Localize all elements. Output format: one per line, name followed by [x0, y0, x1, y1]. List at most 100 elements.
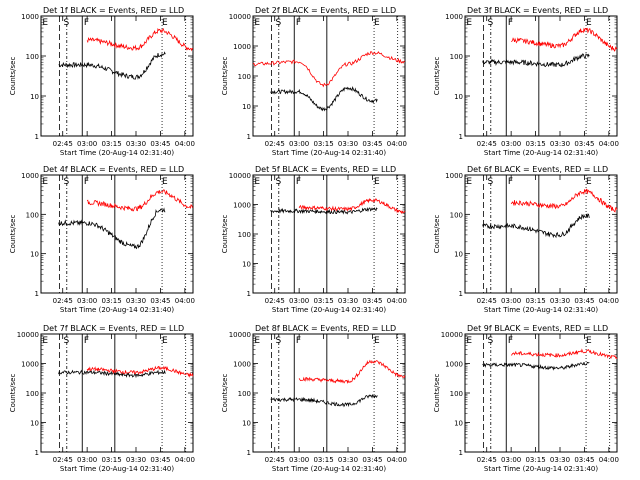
panel-title: Det 1f BLACK = Events, RED = LLD: [43, 6, 184, 15]
y-tick-label: 100: [238, 73, 251, 81]
plot-frame: [252, 15, 406, 137]
marker-label: E: [466, 18, 472, 28]
marker-label: E: [42, 18, 48, 28]
marker-label: S: [488, 18, 494, 28]
marker-label: E: [586, 18, 592, 28]
y-tick-label: 10000: [441, 331, 463, 339]
x-tick-label: 03:45: [362, 456, 382, 464]
x-tick-label: 04:00: [599, 140, 619, 148]
y-tick-label: 1: [35, 290, 39, 298]
x-tick-label: 03:00: [501, 297, 521, 305]
y-tick-label: 10: [242, 103, 251, 111]
marker-label: F: [508, 336, 513, 346]
x-tick-label: 02:45: [477, 140, 497, 148]
y-tick-label: 10000: [229, 13, 251, 21]
x-tick-label: 04:00: [387, 140, 407, 148]
panel-title: Det 7f BLACK = Events, RED = LLD: [43, 324, 184, 333]
y-tick-label: 1000: [233, 202, 251, 210]
chart-panel-1: Det 1f BLACK = Events, RED = LLD 1 10 100 10…: [9, 6, 195, 157]
y-tick-label: 100: [450, 53, 463, 61]
events-series: [270, 207, 378, 215]
x-tick-label: 02:45: [477, 456, 497, 464]
marker-label: E: [254, 336, 260, 346]
y-tick-label: 1: [35, 449, 39, 457]
x-tick-label: 03:30: [338, 297, 358, 305]
events-series: [58, 207, 166, 250]
x-tick-label: 03:00: [77, 297, 97, 305]
marker-label: S: [64, 336, 70, 346]
y-axis-label: Counts/sec: [9, 57, 17, 96]
chart-panel-9: Det 9f BLACK = Events, RED = LLD 1 10 100 10…: [433, 324, 619, 473]
x-tick-label: 03:30: [338, 140, 358, 148]
marker-label: S: [276, 18, 282, 28]
x-tick-label: 03:45: [574, 297, 594, 305]
events-series: [482, 53, 590, 68]
x-tick-label: 03:15: [525, 456, 545, 464]
x-axis-label: Start Time (20-Aug-14 02:31:40): [272, 306, 386, 314]
x-tick-label: 04:00: [599, 456, 619, 464]
x-tick-label: 03:15: [313, 456, 333, 464]
y-axis-label: Counts/sec: [9, 215, 17, 254]
x-tick-label: 03:45: [150, 140, 170, 148]
marker-label: F: [296, 18, 301, 28]
x-tick-label: 02:45: [265, 297, 285, 305]
panel-title: Det 8f BLACK = Events, RED = LLD: [255, 324, 396, 333]
lld-series: [86, 27, 194, 52]
y-tick-label: 10: [30, 93, 39, 101]
x-tick-label: 03:00: [501, 140, 521, 148]
marker-label: F: [84, 336, 89, 346]
y-axis-label: Counts/sec: [433, 215, 441, 254]
y-tick-label: 1000: [445, 172, 463, 180]
marker-label: E: [42, 336, 48, 346]
marker-label: S: [488, 177, 494, 187]
events-series: [270, 85, 378, 112]
marker-label: S: [276, 177, 282, 187]
plot-frame: [464, 174, 618, 294]
y-tick-label: 10000: [17, 331, 39, 339]
x-axis-label: Start Time (20-Aug-14 02:31:40): [60, 306, 174, 314]
x-tick-label: 03:15: [525, 297, 545, 305]
events-series: [482, 213, 590, 239]
x-tick-label: 02:45: [265, 456, 285, 464]
x-axis-label: Start Time (20-Aug-14 02:31:40): [60, 465, 174, 473]
y-axis-label: Counts/sec: [9, 374, 17, 413]
y-tick-label: 1: [459, 290, 463, 298]
marker-label: E: [586, 177, 592, 187]
x-tick-label: 03:45: [150, 456, 170, 464]
lld-series: [511, 27, 618, 52]
plot-frame: [40, 174, 194, 294]
y-axis-label: Counts/sec: [433, 374, 441, 413]
y-tick-label: 100: [450, 390, 463, 398]
y-axis-label: Counts/sec: [221, 215, 229, 254]
y-tick-label: 10: [454, 251, 463, 259]
x-tick-label: 03:15: [313, 297, 333, 305]
x-tick-label: 03:30: [550, 456, 570, 464]
x-tick-label: 03:45: [574, 140, 594, 148]
marker-label: S: [276, 336, 282, 346]
x-tick-label: 03:00: [289, 297, 309, 305]
x-tick-label: 02:45: [53, 456, 73, 464]
y-tick-label: 100: [238, 231, 251, 239]
marker-label: S: [64, 177, 70, 187]
y-tick-label: 1000: [21, 361, 39, 369]
y-tick-label: 10: [30, 420, 39, 428]
y-tick-label: 1000: [21, 172, 39, 180]
x-axis-label: Start Time (20-Aug-14 02:31:40): [484, 306, 598, 314]
x-tick-label: 03:15: [525, 140, 545, 148]
x-tick-label: 03:30: [550, 297, 570, 305]
x-tick-label: 03:15: [101, 140, 121, 148]
panel-title: Det 4f BLACK = Events, RED = LLD: [43, 165, 184, 174]
y-tick-label: 100: [26, 53, 39, 61]
x-tick-label: 02:45: [53, 140, 73, 148]
x-tick-label: 03:00: [77, 456, 97, 464]
y-tick-label: 100: [26, 390, 39, 398]
y-axis-label: Counts/sec: [433, 57, 441, 96]
plot-frame: [40, 15, 194, 137]
lld-series: [298, 359, 406, 384]
x-tick-label: 03:15: [101, 456, 121, 464]
y-tick-label: 10000: [229, 331, 251, 339]
x-tick-label: 03:15: [101, 297, 121, 305]
marker-label: E: [466, 177, 472, 187]
marker-label: E: [466, 336, 472, 346]
